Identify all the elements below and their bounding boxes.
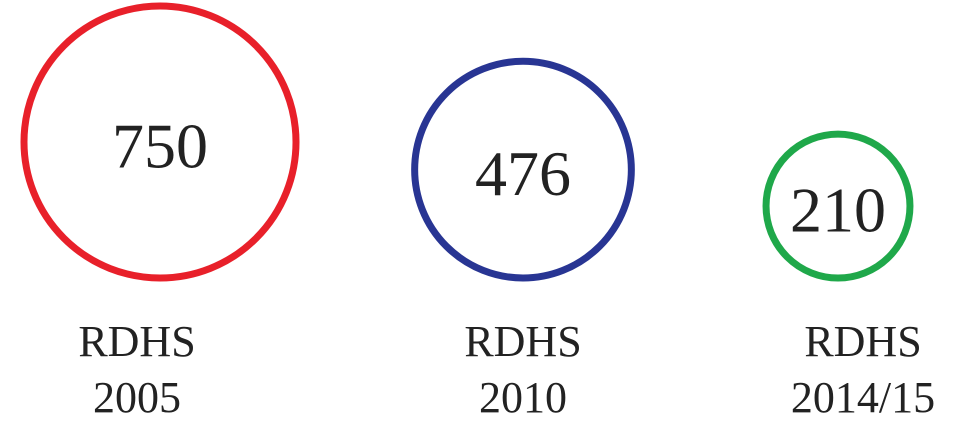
category-label: RDHS 2010 xyxy=(464,317,582,422)
bubble-value: 750 xyxy=(112,111,208,182)
bubble xyxy=(762,130,914,282)
category-label: RDHS 2014/15 xyxy=(790,317,936,422)
bubble-value: 210 xyxy=(790,175,886,246)
bubble xyxy=(20,2,300,282)
bubble xyxy=(411,57,635,282)
bubble-value: 476 xyxy=(475,138,571,209)
category-label: RDHS 2005 xyxy=(78,317,196,422)
